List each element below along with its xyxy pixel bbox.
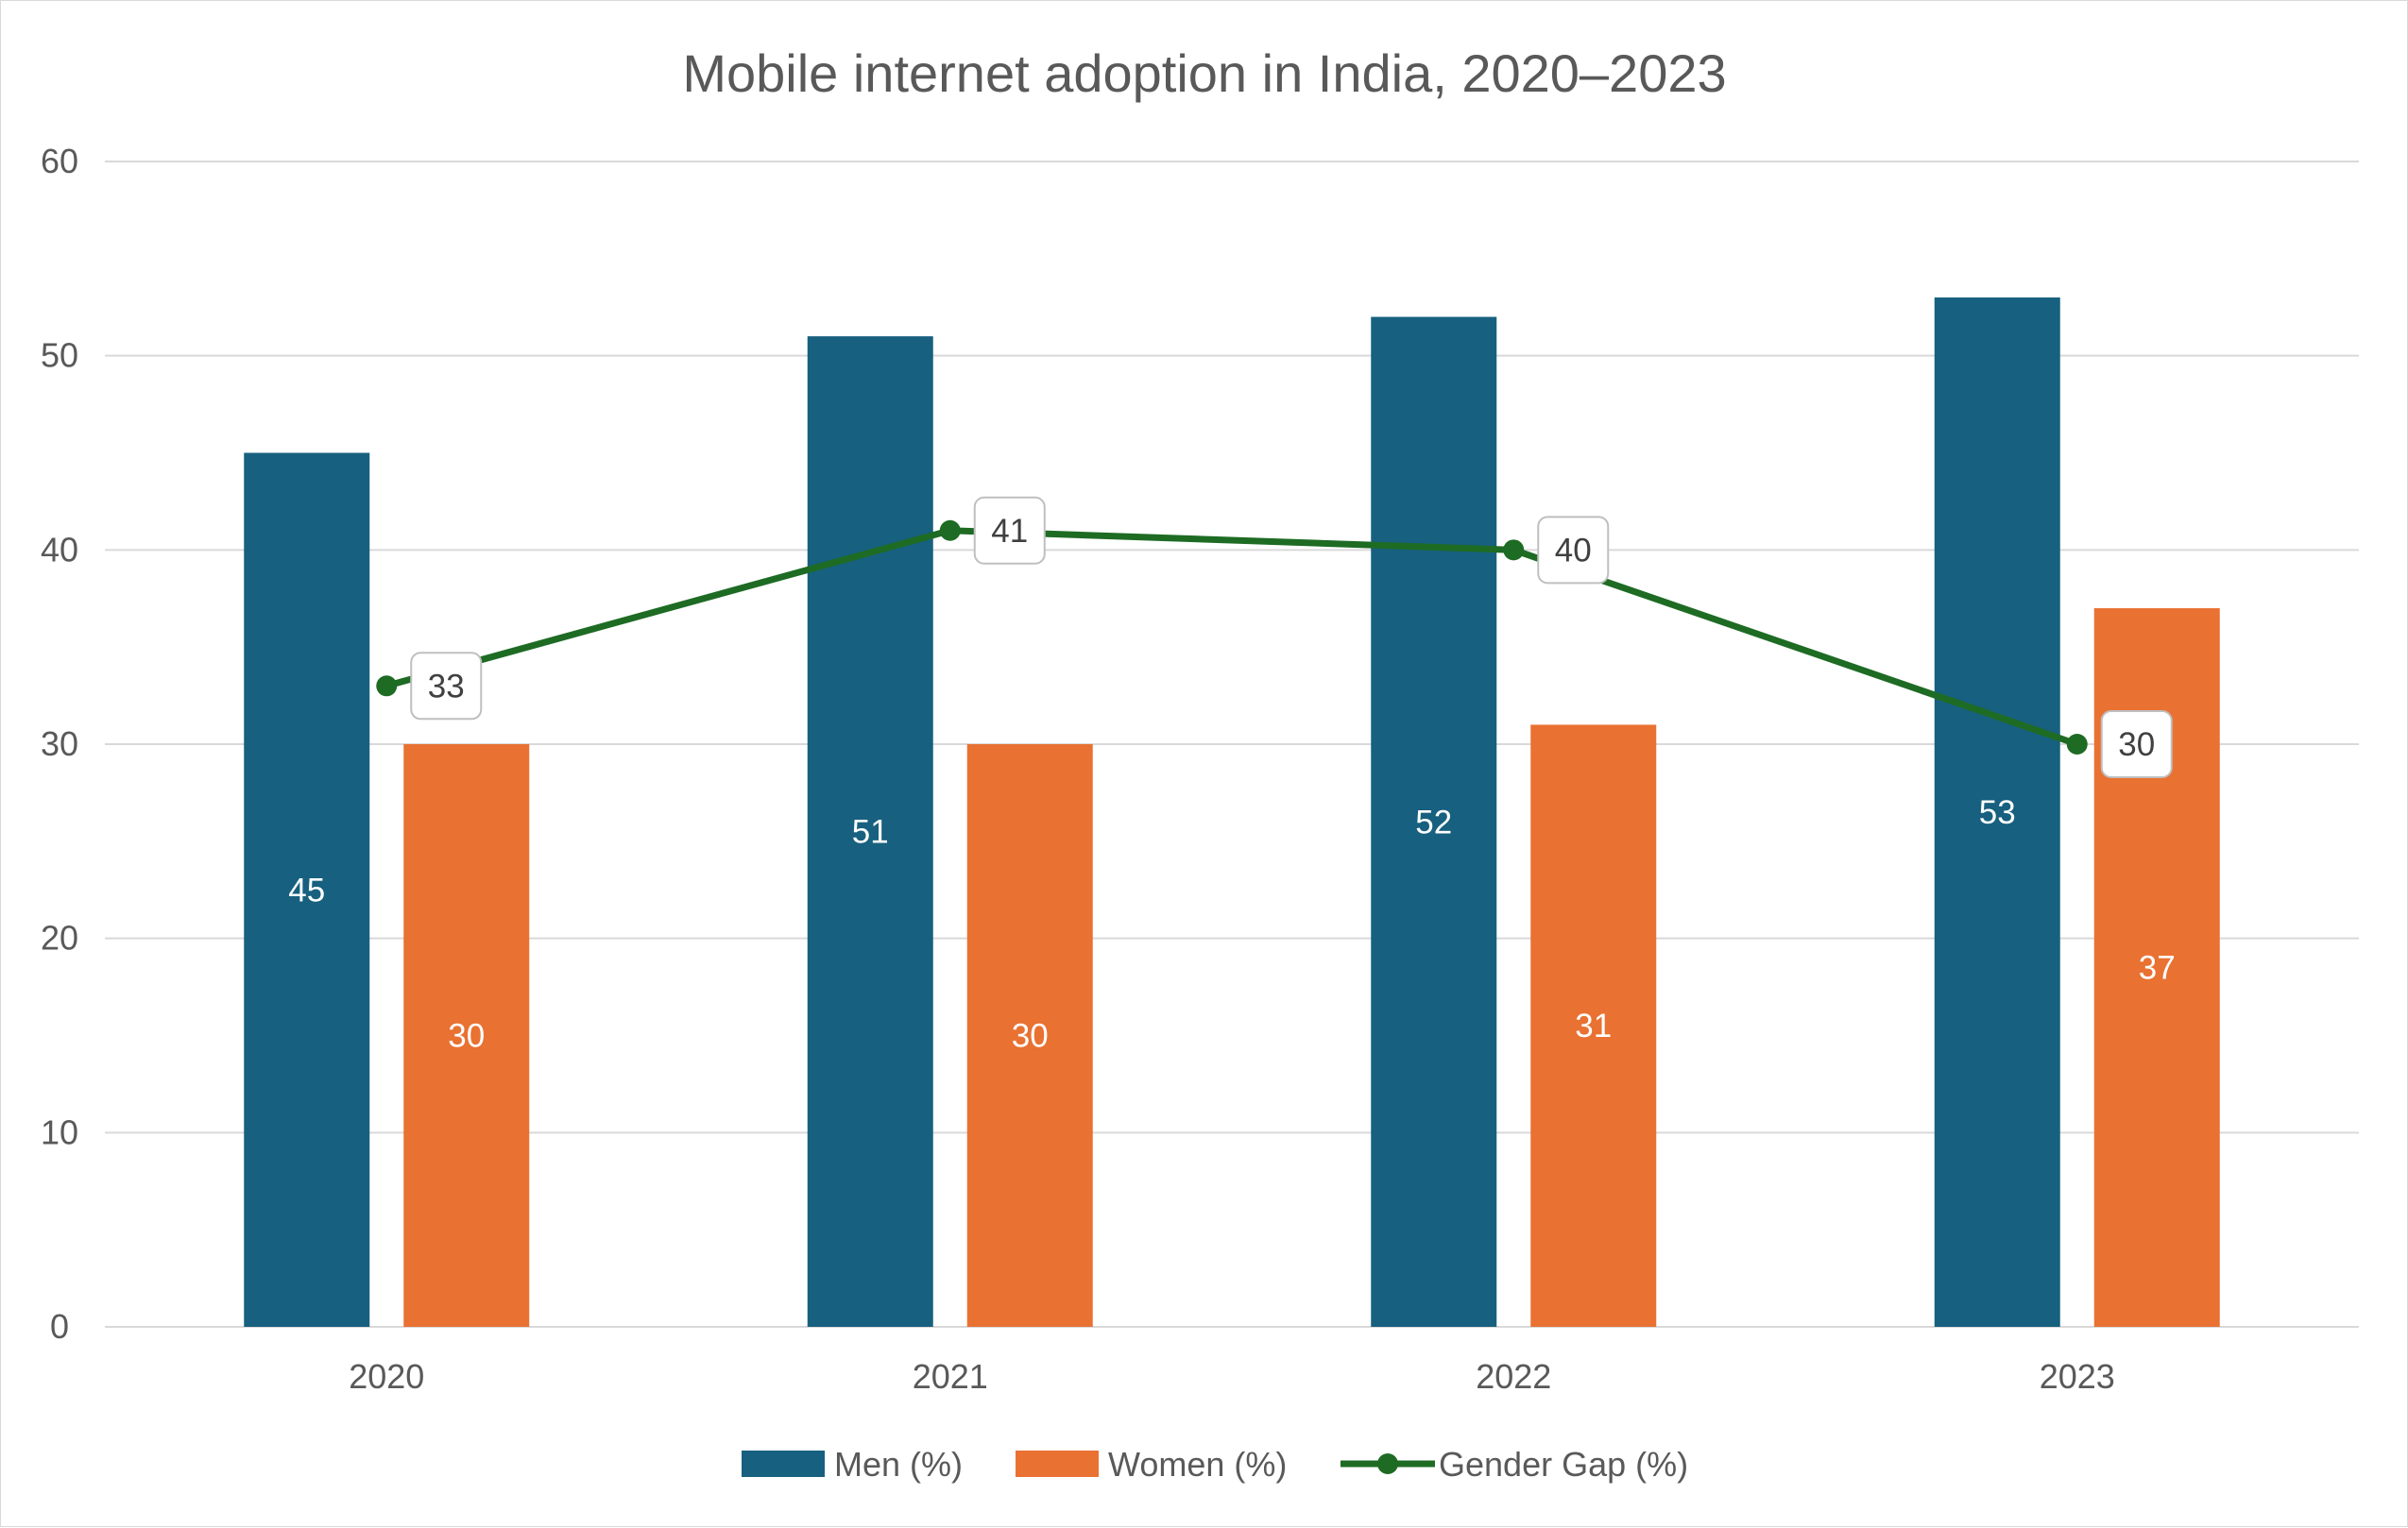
gender-gap-line-path: [385, 527, 2078, 748]
gender-gap-point-2022: [1503, 539, 1525, 561]
gender-gap-label-box: [2100, 710, 2173, 778]
gender-gap-data-label: 41: [991, 513, 1028, 550]
gender-gap-data-label: 33: [428, 668, 465, 705]
legend-swatch-women: [1016, 1451, 1099, 1477]
gender-gap-point-2020: [376, 675, 398, 697]
bar-data-label: 37: [2139, 950, 2176, 987]
gender-gap-point-2023: [2066, 734, 2088, 755]
gender-gap-point-2021: [939, 519, 961, 541]
legend-label: Gender Gap (%): [1439, 1445, 1688, 1484]
gender-gap-data-label: 30: [2118, 726, 2155, 763]
bar-data-label: 52: [1415, 804, 1452, 840]
legend-label: Men (%): [834, 1445, 963, 1484]
y-tick-label: 10: [41, 1112, 78, 1151]
legend-swatch-men: [742, 1451, 825, 1477]
y-tick-label: 20: [41, 919, 78, 958]
bar-men-2022: [1371, 316, 1497, 1327]
bar-data-label: 53: [1979, 794, 2016, 831]
y-axis-ticks: 0 10 20 30 40 50 60: [41, 142, 78, 1346]
x-tick-label: 2022: [1476, 1357, 1551, 1396]
x-tick-label: 2021: [913, 1357, 988, 1396]
bar-data-label: 51: [852, 814, 889, 851]
y-tick-label: 30: [41, 724, 78, 763]
y-tick-label: 0: [50, 1307, 69, 1346]
bar-men-2020: [244, 452, 370, 1327]
bar-women-2022: [1530, 724, 1657, 1327]
y-tick-label: 40: [41, 530, 78, 569]
gender-gap-data-label: 40: [1555, 532, 1592, 569]
x-tick-label: 2023: [2040, 1357, 2115, 1396]
bar-data-label: 30: [1012, 1018, 1049, 1055]
y-tick-label: 50: [41, 336, 78, 375]
gender-gap-line: 33 41 40 30: [376, 496, 2173, 778]
bar-men-2023: [1934, 297, 2060, 1327]
bar-data-label: 30: [448, 1018, 485, 1055]
bar-women-2020: [403, 744, 530, 1327]
x-tick-label: 2020: [349, 1357, 424, 1396]
bar-data-label: 45: [288, 872, 325, 908]
gender-gap-label-box: [973, 496, 1046, 565]
bar-data-label: 31: [1575, 1008, 1612, 1044]
x-axis-ticks: 2020 2021 2022 2023: [349, 1357, 2115, 1396]
legend: Men (%) Women (%) Gender Gap (%): [742, 1445, 1688, 1484]
chart-title: Mobile internet adoption in India, 2020–…: [682, 43, 1726, 103]
gender-gap-label-box: [410, 652, 483, 721]
bar-men-2021: [807, 336, 933, 1328]
legend-label: Women (%): [1108, 1445, 1287, 1484]
gender-gap-label-box: [1537, 516, 1610, 585]
bars: 45 51 52 53 30 30 31 37: [244, 297, 2220, 1328]
y-tick-label: 60: [41, 142, 78, 180]
bar-women-2021: [966, 744, 1093, 1327]
legend-marker-gender-gap: [1377, 1453, 1398, 1474]
